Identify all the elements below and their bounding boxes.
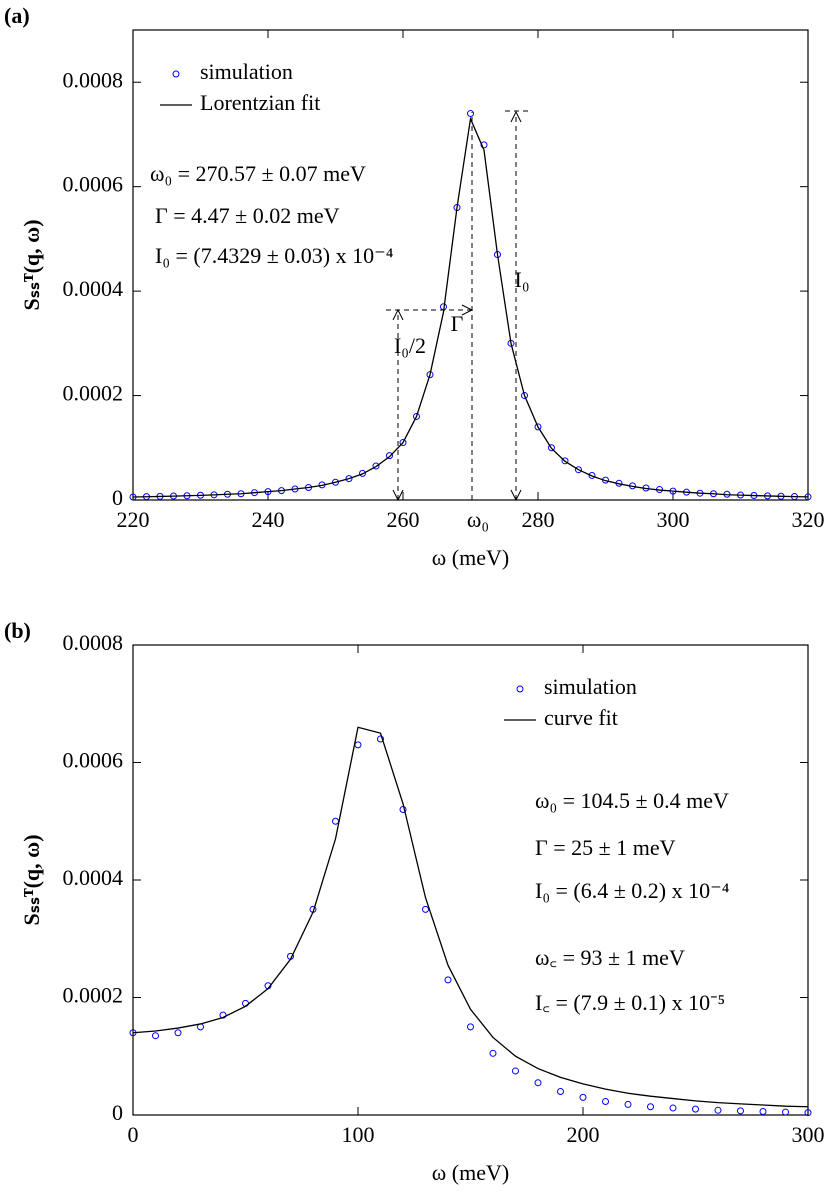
x-tick-label: 0 [128, 1122, 139, 1147]
data-point [521, 392, 528, 400]
data-point [575, 466, 582, 474]
data-point [152, 1032, 159, 1040]
fit-line [132, 116, 809, 498]
data-point [548, 444, 555, 452]
data-point [759, 1107, 767, 1115]
data-point [174, 1029, 182, 1037]
y-tick-label: 0 [112, 485, 123, 510]
x-tick-label: 300 [792, 1122, 825, 1147]
annotation: I₀ = (7.4329 ± 0.03) x 10⁻⁴ [155, 243, 394, 268]
annotation: I꜀ = (7.9 ± 0.1) x 10⁻⁵ [535, 990, 725, 1015]
y-tick-label: 0 [112, 1100, 123, 1125]
data-point [534, 1079, 542, 1087]
y-tick-label: 0.0002 [63, 983, 124, 1008]
y-tick-label: 0.0004 [63, 865, 124, 890]
legend-label: curve fit [544, 705, 618, 730]
data-point [489, 1049, 497, 1057]
x-tick-label: 240 [252, 507, 285, 532]
data-point [602, 1097, 609, 1105]
panel-label: (a) [4, 3, 30, 28]
x-tick-label: 260 [387, 507, 420, 532]
data-point [647, 1103, 654, 1111]
arrow-heads [392, 110, 522, 502]
x-axis-label: ω (meV) [432, 545, 509, 570]
data-point [512, 1067, 519, 1075]
y-tick-label: 0.0008 [63, 630, 124, 655]
data-point [579, 1093, 587, 1101]
y-tick-label: 0.0008 [63, 67, 124, 92]
legend-marker [172, 70, 180, 78]
data-point [692, 1105, 699, 1113]
arrow-guides [386, 110, 532, 500]
data-point [386, 452, 393, 460]
arrow-head [461, 304, 474, 316]
data-point [345, 475, 353, 483]
x-tick-label: 200 [567, 1122, 600, 1147]
annotation: I₀ [515, 267, 530, 292]
data-point [422, 905, 429, 913]
x-tick-label: 220 [117, 507, 150, 532]
annotation: Γ [451, 311, 464, 336]
x-tick-label: 320 [792, 507, 825, 532]
data-point [332, 817, 339, 825]
data-point [399, 439, 407, 447]
legend-label: simulation [200, 59, 293, 84]
annotation: ω₀ = 104.5 ± 0.4 meV [535, 788, 729, 813]
data-point [714, 1106, 722, 1114]
legend-marker [516, 685, 524, 693]
data-point [737, 1107, 744, 1115]
annotation: Γ = 4.47 ± 0.02 meV [155, 203, 340, 228]
data-point [804, 1109, 812, 1117]
y-axis-label: Sₛₛᵀ(q, ω) [19, 834, 44, 925]
fit-line [132, 726, 809, 1108]
data-point [480, 141, 488, 149]
data-point [561, 457, 569, 465]
arrow-head [392, 308, 404, 321]
y-tick-label: 0.0002 [63, 381, 124, 406]
data-point [467, 1023, 474, 1031]
data-point [399, 806, 407, 813]
panel-label: (b) [4, 618, 31, 643]
annotation: ω꜀ = 93 ± 1 meV [535, 945, 685, 970]
data-point [467, 110, 474, 118]
y-tick-label: 0.0006 [63, 172, 124, 197]
x-tick-label: 280 [522, 507, 555, 532]
annotation: ω₀ = 270.57 ± 0.07 meV [150, 161, 366, 186]
data-point [669, 1104, 677, 1112]
y-axis-label: Sₛₛᵀ(q, ω) [19, 219, 44, 310]
annotation: I₀/2 [394, 333, 426, 358]
plot-frame [132, 29, 809, 501]
data-point [624, 1100, 632, 1108]
legend-label: simulation [544, 674, 637, 699]
annotation: Γ = 25 ± 1 meV [535, 835, 676, 860]
arrow-head [510, 110, 522, 123]
y-tick-label: 0.0006 [63, 748, 124, 773]
data-point [332, 478, 339, 486]
legend-label: Lorentzian fit [200, 90, 320, 115]
data-point [444, 976, 452, 984]
y-tick-label: 0.0004 [63, 276, 124, 301]
data-point [782, 1108, 789, 1116]
x-axis-label: ω (meV) [432, 1160, 509, 1185]
x-tick-label: 100 [342, 1122, 375, 1147]
data-point [534, 423, 542, 431]
data-point [413, 412, 420, 420]
data-point [377, 735, 384, 743]
x-tick-label: 300 [657, 507, 690, 532]
annotation: I₀ = (6.4 ± 0.2) x 10⁻⁴ [535, 878, 730, 903]
data-point [354, 741, 362, 749]
data-point [588, 471, 596, 479]
data-point [372, 462, 380, 470]
annotation: ω₀ [467, 507, 489, 532]
data-point [359, 469, 366, 477]
data-point [557, 1088, 564, 1095]
